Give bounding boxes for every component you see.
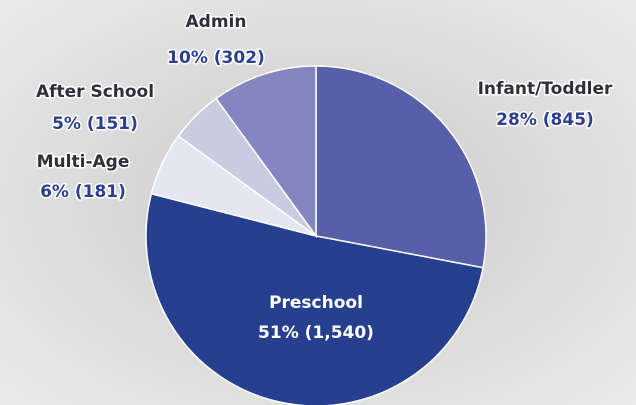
slice-label: Preschool [269, 293, 363, 313]
pie-slice [145, 192, 484, 405]
value-label: 6% (181) [40, 182, 126, 202]
value-label: 28% (845) [496, 110, 594, 130]
value-label: 5% (151) [52, 114, 138, 134]
pie-slice [315, 65, 487, 269]
value-label: 10% (302) [167, 48, 265, 68]
slice-label: Infant/Toddler [478, 79, 613, 99]
slice-label: After School [36, 82, 154, 102]
pie-slice [215, 65, 317, 239]
slice-label: Multi-Age [37, 152, 130, 172]
value-label: 51% (1,540) [258, 323, 374, 343]
slice-label: Admin [186, 12, 247, 32]
